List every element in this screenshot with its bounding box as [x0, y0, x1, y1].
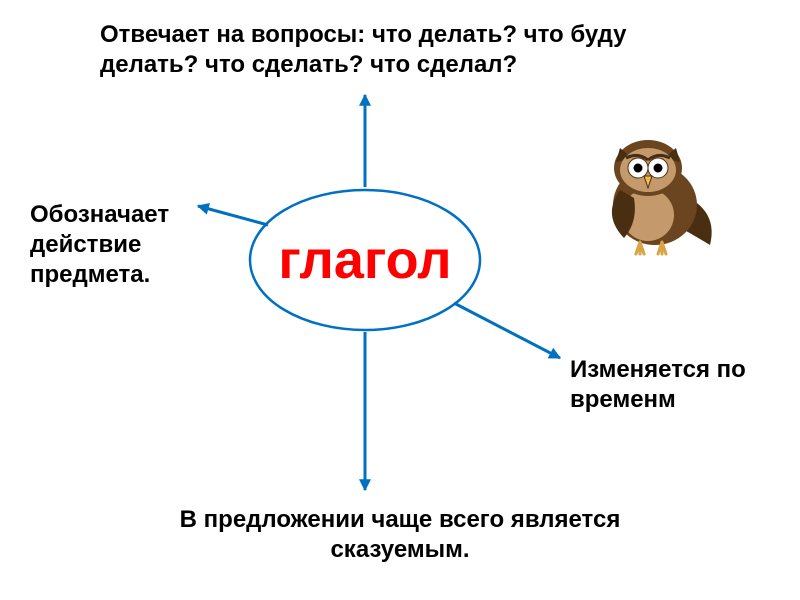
- owl-icon: [590, 130, 730, 260]
- label-top: Отвечает на вопросы: что делать? что буд…: [100, 20, 660, 80]
- label-right: Изменяется по временм: [570, 355, 770, 415]
- label-left: Обозначает действие предмета.: [30, 200, 200, 290]
- owl-illustration: [590, 130, 730, 260]
- center-node: глагол: [250, 190, 480, 330]
- label-bottom: В предложении чаще всего является сказуе…: [120, 505, 680, 565]
- center-node-text: глагол: [278, 229, 451, 291]
- diagram-canvas: Отвечает на вопросы: что делать? что буд…: [0, 0, 800, 600]
